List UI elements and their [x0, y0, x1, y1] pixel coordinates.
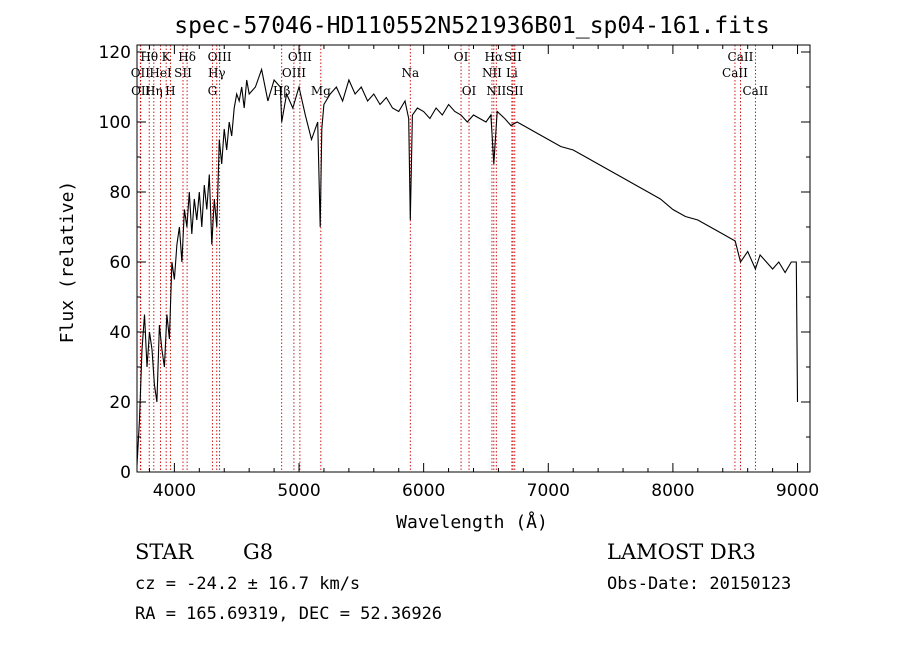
- marker-label: Hθ: [140, 50, 158, 64]
- x-tick-label: 8000: [651, 481, 694, 501]
- marker-label: OII: [131, 66, 151, 80]
- marker-label: Hγ: [208, 66, 226, 80]
- marker-label: Na: [401, 66, 419, 80]
- marker-label: K: [162, 50, 172, 64]
- y-tick-label: 60: [109, 253, 131, 273]
- y-tick-label: 80: [109, 183, 131, 203]
- redshift-cz: cz = -24.2 ± 16.7 km/s: [135, 574, 361, 594]
- y-axis: 0 20 40 60 80 100 120: [99, 43, 810, 483]
- marker-label: OII: [131, 84, 151, 98]
- marker-label: HeI: [149, 66, 172, 80]
- x-tick-label: 5000: [277, 481, 320, 501]
- x-tick-label: 4000: [153, 481, 196, 501]
- marker-label: OI: [462, 84, 477, 98]
- marker-label: Li: [506, 66, 518, 80]
- marker-label: OIII: [282, 66, 306, 80]
- y-tick-label: 100: [99, 113, 131, 133]
- marker-label: Mg: [311, 84, 331, 98]
- marker-label: SII: [506, 84, 524, 98]
- observation-date: Obs-Date: 20150123: [607, 574, 792, 594]
- object-class: STAR: [135, 540, 194, 564]
- marker-label: CaII: [722, 66, 748, 80]
- marker-label: Hα: [485, 50, 504, 64]
- plot-frame: [136, 44, 811, 473]
- x-tick-label: 7000: [527, 481, 570, 501]
- marker-label: SII: [504, 50, 522, 64]
- marker-label: OIII: [288, 50, 312, 64]
- x-axis-label: Wavelength (Å): [396, 511, 548, 533]
- survey-name: LAMOST DR3: [607, 540, 756, 564]
- y-tick-label: 120: [99, 43, 131, 63]
- x-tick-label: 9000: [776, 481, 819, 501]
- marker-label: CaII: [728, 50, 754, 64]
- y-tick-label: 0: [120, 463, 131, 483]
- x-axis: 4000 5000 6000 7000 8000 9000: [148, 45, 819, 501]
- marker-label: Hδ: [178, 50, 196, 64]
- marker-label: CaII: [742, 84, 768, 98]
- chart-title: spec-57046-HD110552N521936B01_sp04-161.f…: [174, 13, 769, 39]
- y-tick-label: 20: [109, 393, 131, 413]
- marker-label: H: [165, 84, 175, 98]
- marker-label: NII: [486, 84, 506, 98]
- y-axis-label: Flux (relative): [57, 181, 78, 344]
- y-tick-label: 40: [109, 323, 131, 343]
- marker-label: SII: [174, 66, 192, 80]
- marker-label: Hη: [145, 84, 163, 98]
- spectrum-line: [136, 67, 799, 466]
- marker-label: OI: [454, 50, 469, 64]
- coordinates: RA = 165.69319, DEC = 52.36926: [135, 604, 443, 624]
- marker-label: OIII: [208, 50, 232, 64]
- x-tick-label: 6000: [402, 481, 445, 501]
- marker-label: NII: [482, 66, 502, 80]
- spectral-subclass: G8: [243, 540, 274, 564]
- line-markers: [139, 45, 756, 472]
- marker-label: G: [208, 84, 218, 98]
